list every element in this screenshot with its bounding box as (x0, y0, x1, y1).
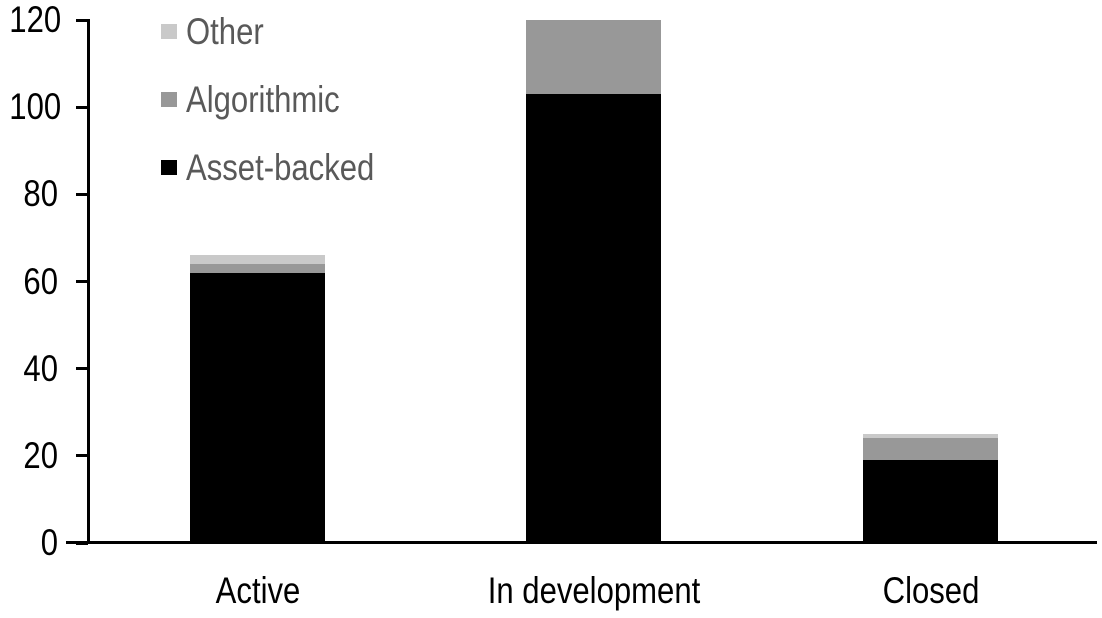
legend-swatch-asset-backed-icon (161, 160, 177, 175)
y-tick-label-20: 20 (23, 434, 58, 476)
y-tick-label-0: 0 (40, 522, 58, 563)
y-tick-mark-0 (76, 541, 88, 545)
x-category-label-closed: Closed (882, 570, 979, 611)
bar-segment-closed-other (863, 434, 998, 439)
bar-segment-active-other (190, 255, 325, 265)
bar-segment-in-development-asset-backed (526, 94, 661, 543)
y-tick-label-120: 120 (9, 0, 62, 40)
legend-swatch-algorithmic-icon (161, 92, 177, 107)
y-tick-label-40: 40 (23, 347, 58, 389)
legend-label-other: Other (186, 11, 264, 52)
legend-label-asset-backed: Asset-backed (186, 147, 375, 188)
y-tick-mark-60 (76, 280, 88, 283)
y-tick-mark-20 (76, 454, 88, 458)
y-tick-mark-80 (76, 192, 88, 196)
legend-label-algorithmic: Algorithmic (186, 79, 340, 120)
legend: Other Algorithmic Asset-backed (161, 11, 410, 188)
bar-segment-closed-algorithmic (863, 438, 998, 461)
bar-segment-active-asset-backed (190, 272, 325, 543)
bar-segment-active-algorithmic (190, 264, 325, 273)
y-tick-mark-100 (76, 105, 88, 109)
legend-item-asset-backed: Asset-backed (161, 147, 410, 188)
y-tick-label-100: 100 (9, 86, 62, 128)
y-tick-mark-40 (76, 367, 88, 371)
bar-segment-in-development-algorithmic (526, 20, 661, 95)
y-tick-label-80: 80 (23, 173, 58, 215)
legend-swatch-other-icon (161, 24, 177, 39)
x-category-label-active: Active (215, 570, 300, 611)
y-tick-label-60: 60 (23, 260, 58, 302)
x-category-label-in-development: In development (487, 570, 700, 611)
y-axis-line (87, 19, 90, 544)
y-tick-mark-120 (76, 18, 88, 22)
legend-item-algorithmic: Algorithmic (161, 79, 410, 120)
bar-segment-closed-asset-backed (863, 460, 998, 543)
legend-item-other: Other (161, 11, 410, 52)
